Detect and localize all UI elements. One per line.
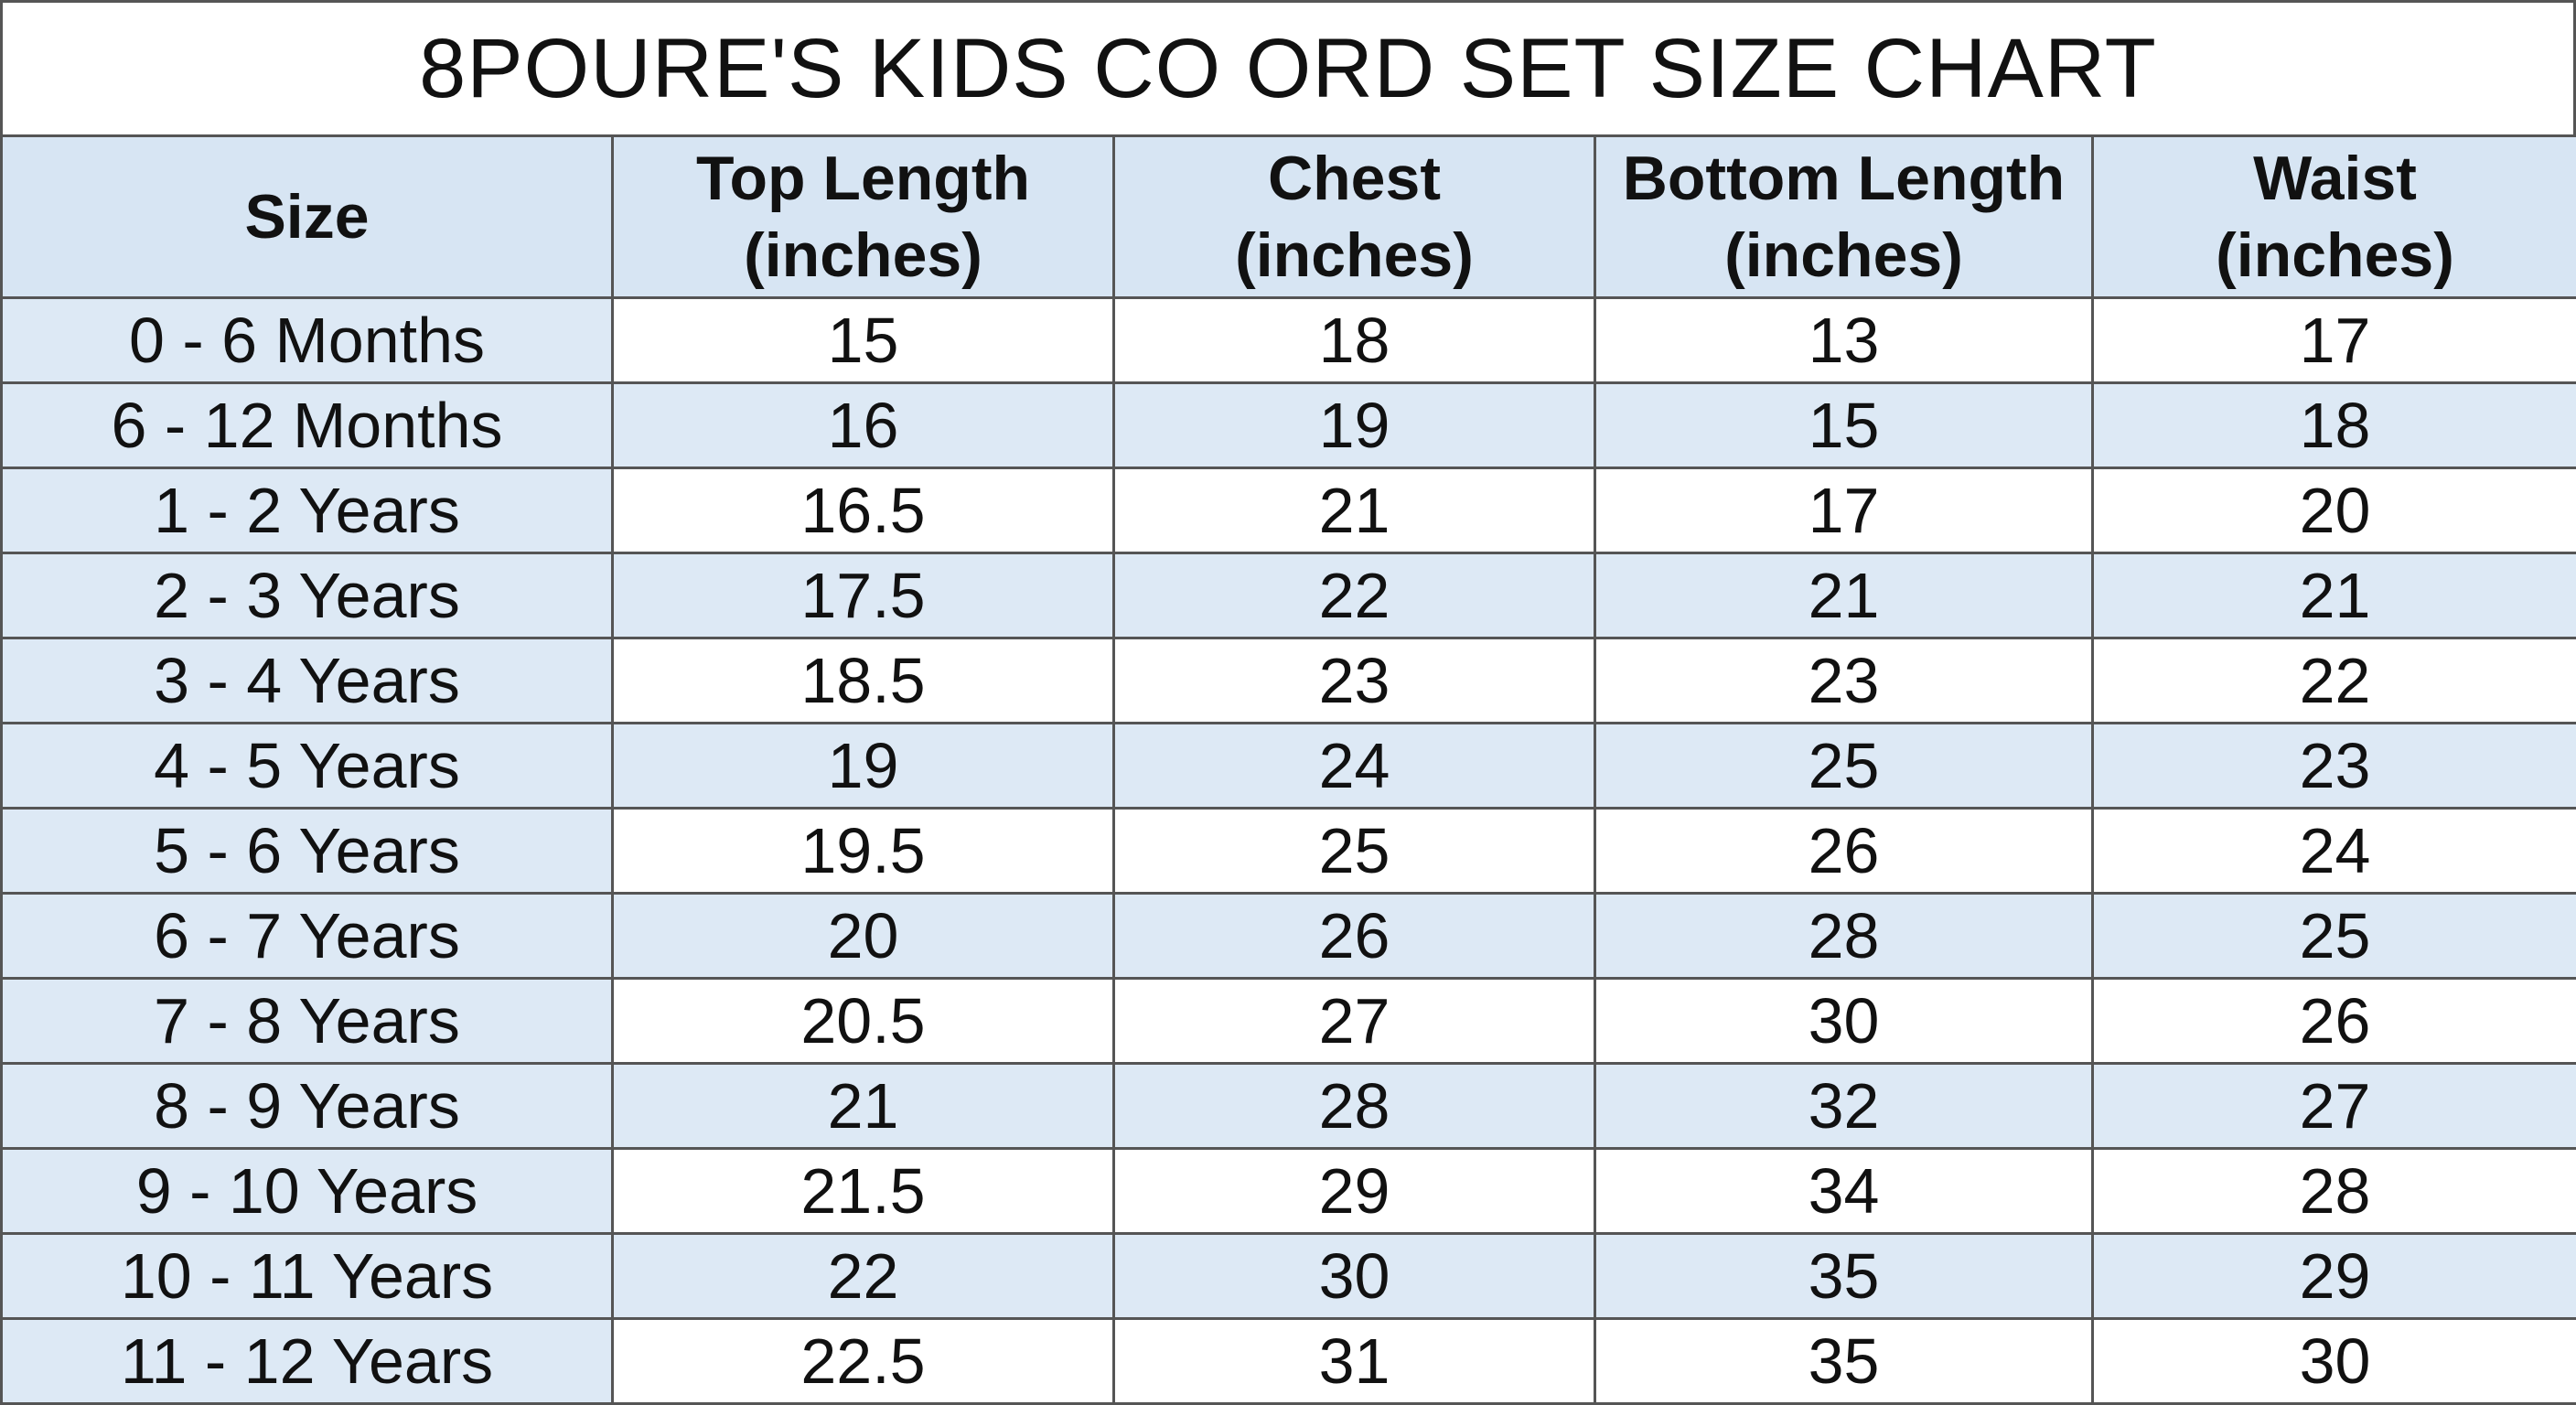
size-cell: 3 - 4 Years — [0, 637, 614, 724]
measure-cell: 20 — [611, 892, 1115, 980]
size-cell: 4 - 5 Years — [0, 722, 614, 810]
measure-cell: 28 — [2091, 1147, 2576, 1235]
measure-cell: 17 — [2091, 296, 2576, 384]
measure-cell: 22 — [1112, 552, 1596, 639]
size-table: Size Top Length (inches) Chest (inches) Botto… — [0, 134, 2576, 1405]
size-cell: 6 - 7 Years — [0, 892, 614, 980]
measure-cell: 22 — [611, 1232, 1115, 1320]
measure-cell: 32 — [1594, 1062, 2094, 1150]
measure-cell: 18 — [2091, 381, 2576, 469]
measure-cell: 24 — [2091, 807, 2576, 895]
size-cell: 1 - 2 Years — [0, 467, 614, 554]
data-row: 7 - 8 Years 20.5 27 30 26 — [0, 977, 2576, 1065]
header-text: Size — [244, 182, 370, 252]
measure-cell: 15 — [1594, 381, 2094, 469]
measure-cell: 29 — [2091, 1232, 2576, 1320]
data-row: 6 - 12 Months 16 19 15 18 — [0, 381, 2576, 469]
data-row: 8 - 9 Years 21 28 32 27 — [0, 1062, 2576, 1150]
measure-cell: 35 — [1594, 1232, 2094, 1320]
measure-cell: 27 — [1112, 977, 1596, 1065]
measure-cell: 18 — [1112, 296, 1596, 384]
measure-cell: 24 — [1112, 722, 1596, 810]
data-row: 4 - 5 Years 19 24 25 23 — [0, 722, 2576, 810]
size-cell: 7 - 8 Years — [0, 977, 614, 1065]
measure-cell: 19.5 — [611, 807, 1115, 895]
size-cell: 11 - 12 Years — [0, 1317, 614, 1405]
measure-cell: 28 — [1112, 1062, 1596, 1150]
data-row: 1 - 2 Years 16.5 21 17 20 — [0, 467, 2576, 554]
data-row: 9 - 10 Years 21.5 29 34 28 — [0, 1147, 2576, 1235]
measure-cell: 29 — [1112, 1147, 1596, 1235]
data-row: 5 - 6 Years 19.5 25 26 24 — [0, 807, 2576, 895]
data-row: 0 - 6 Months 15 18 13 17 — [0, 296, 2576, 384]
header-text: (inches) — [1235, 220, 1474, 290]
measure-cell: 26 — [2091, 977, 2576, 1065]
data-row: 6 - 7 Years 20 26 28 25 — [0, 892, 2576, 980]
header-text: (inches) — [744, 220, 982, 290]
data-row: 11 - 12 Years 22.5 31 35 30 — [0, 1317, 2576, 1405]
measure-cell: 16.5 — [611, 467, 1115, 554]
measure-cell: 17.5 — [611, 552, 1115, 639]
measure-cell: 23 — [1594, 637, 2094, 724]
measure-cell: 22.5 — [611, 1317, 1115, 1405]
size-cell: 5 - 6 Years — [0, 807, 614, 895]
measure-cell: 20.5 — [611, 977, 1115, 1065]
measure-cell: 28 — [1594, 892, 2094, 980]
measure-cell: 21 — [1594, 552, 2094, 639]
measure-cell: 19 — [1112, 381, 1596, 469]
header-text: (inches) — [1724, 220, 1963, 290]
data-row: 10 - 11 Years 22 30 35 29 — [0, 1232, 2576, 1320]
measure-cell: 25 — [1112, 807, 1596, 895]
measure-cell: 23 — [1112, 637, 1596, 724]
measure-cell: 18.5 — [611, 637, 1115, 724]
measure-cell: 35 — [1594, 1317, 2094, 1405]
header-cell: Size — [0, 134, 614, 299]
header-text: Bottom Length — [1622, 144, 2066, 213]
measure-cell: 15 — [611, 296, 1115, 384]
header-text: Waist — [2253, 144, 2417, 213]
header-cell: Bottom Length (inches) — [1594, 134, 2094, 299]
size-cell: 9 - 10 Years — [0, 1147, 614, 1235]
measure-cell: 21.5 — [611, 1147, 1115, 1235]
measure-cell: 22 — [2091, 637, 2576, 724]
size-cell: 2 - 3 Years — [0, 552, 614, 639]
header-text: Top Length — [695, 144, 1031, 213]
measure-cell: 23 — [2091, 722, 2576, 810]
size-cell: 0 - 6 Months — [0, 296, 614, 384]
size-cell: 6 - 12 Months — [0, 381, 614, 469]
measure-cell: 31 — [1112, 1317, 1596, 1405]
header-text: Chest — [1268, 144, 1441, 213]
header-cell: Top Length (inches) — [611, 134, 1115, 299]
measure-cell: 26 — [1594, 807, 2094, 895]
measure-cell: 21 — [611, 1062, 1115, 1150]
measure-cell: 21 — [1112, 467, 1596, 554]
measure-cell: 25 — [2091, 892, 2576, 980]
chart-title: 8POURE'S KIDS CO ORD SET SIZE CHART — [0, 0, 2576, 134]
measure-cell: 30 — [1112, 1232, 1596, 1320]
header-cell: Waist (inches) — [2091, 134, 2576, 299]
measure-cell: 13 — [1594, 296, 2094, 384]
measure-cell: 19 — [611, 722, 1115, 810]
header-row: Size Top Length (inches) Chest (inches) Botto… — [0, 134, 2576, 299]
measure-cell: 27 — [2091, 1062, 2576, 1150]
measure-cell: 30 — [1594, 977, 2094, 1065]
header-text: (inches) — [2216, 220, 2454, 290]
measure-cell: 26 — [1112, 892, 1596, 980]
size-cell: 10 - 11 Years — [0, 1232, 614, 1320]
measure-cell: 20 — [2091, 467, 2576, 554]
size-cell: 8 - 9 Years — [0, 1062, 614, 1150]
measure-cell: 25 — [1594, 722, 2094, 810]
header-cell: Chest (inches) — [1112, 134, 1596, 299]
measure-cell: 17 — [1594, 467, 2094, 554]
measure-cell: 34 — [1594, 1147, 2094, 1235]
data-row: 3 - 4 Years 18.5 23 23 22 — [0, 637, 2576, 724]
data-row: 2 - 3 Years 17.5 22 21 21 — [0, 552, 2576, 639]
measure-cell: 16 — [611, 381, 1115, 469]
measure-cell: 21 — [2091, 552, 2576, 639]
measure-cell: 30 — [2091, 1317, 2576, 1405]
